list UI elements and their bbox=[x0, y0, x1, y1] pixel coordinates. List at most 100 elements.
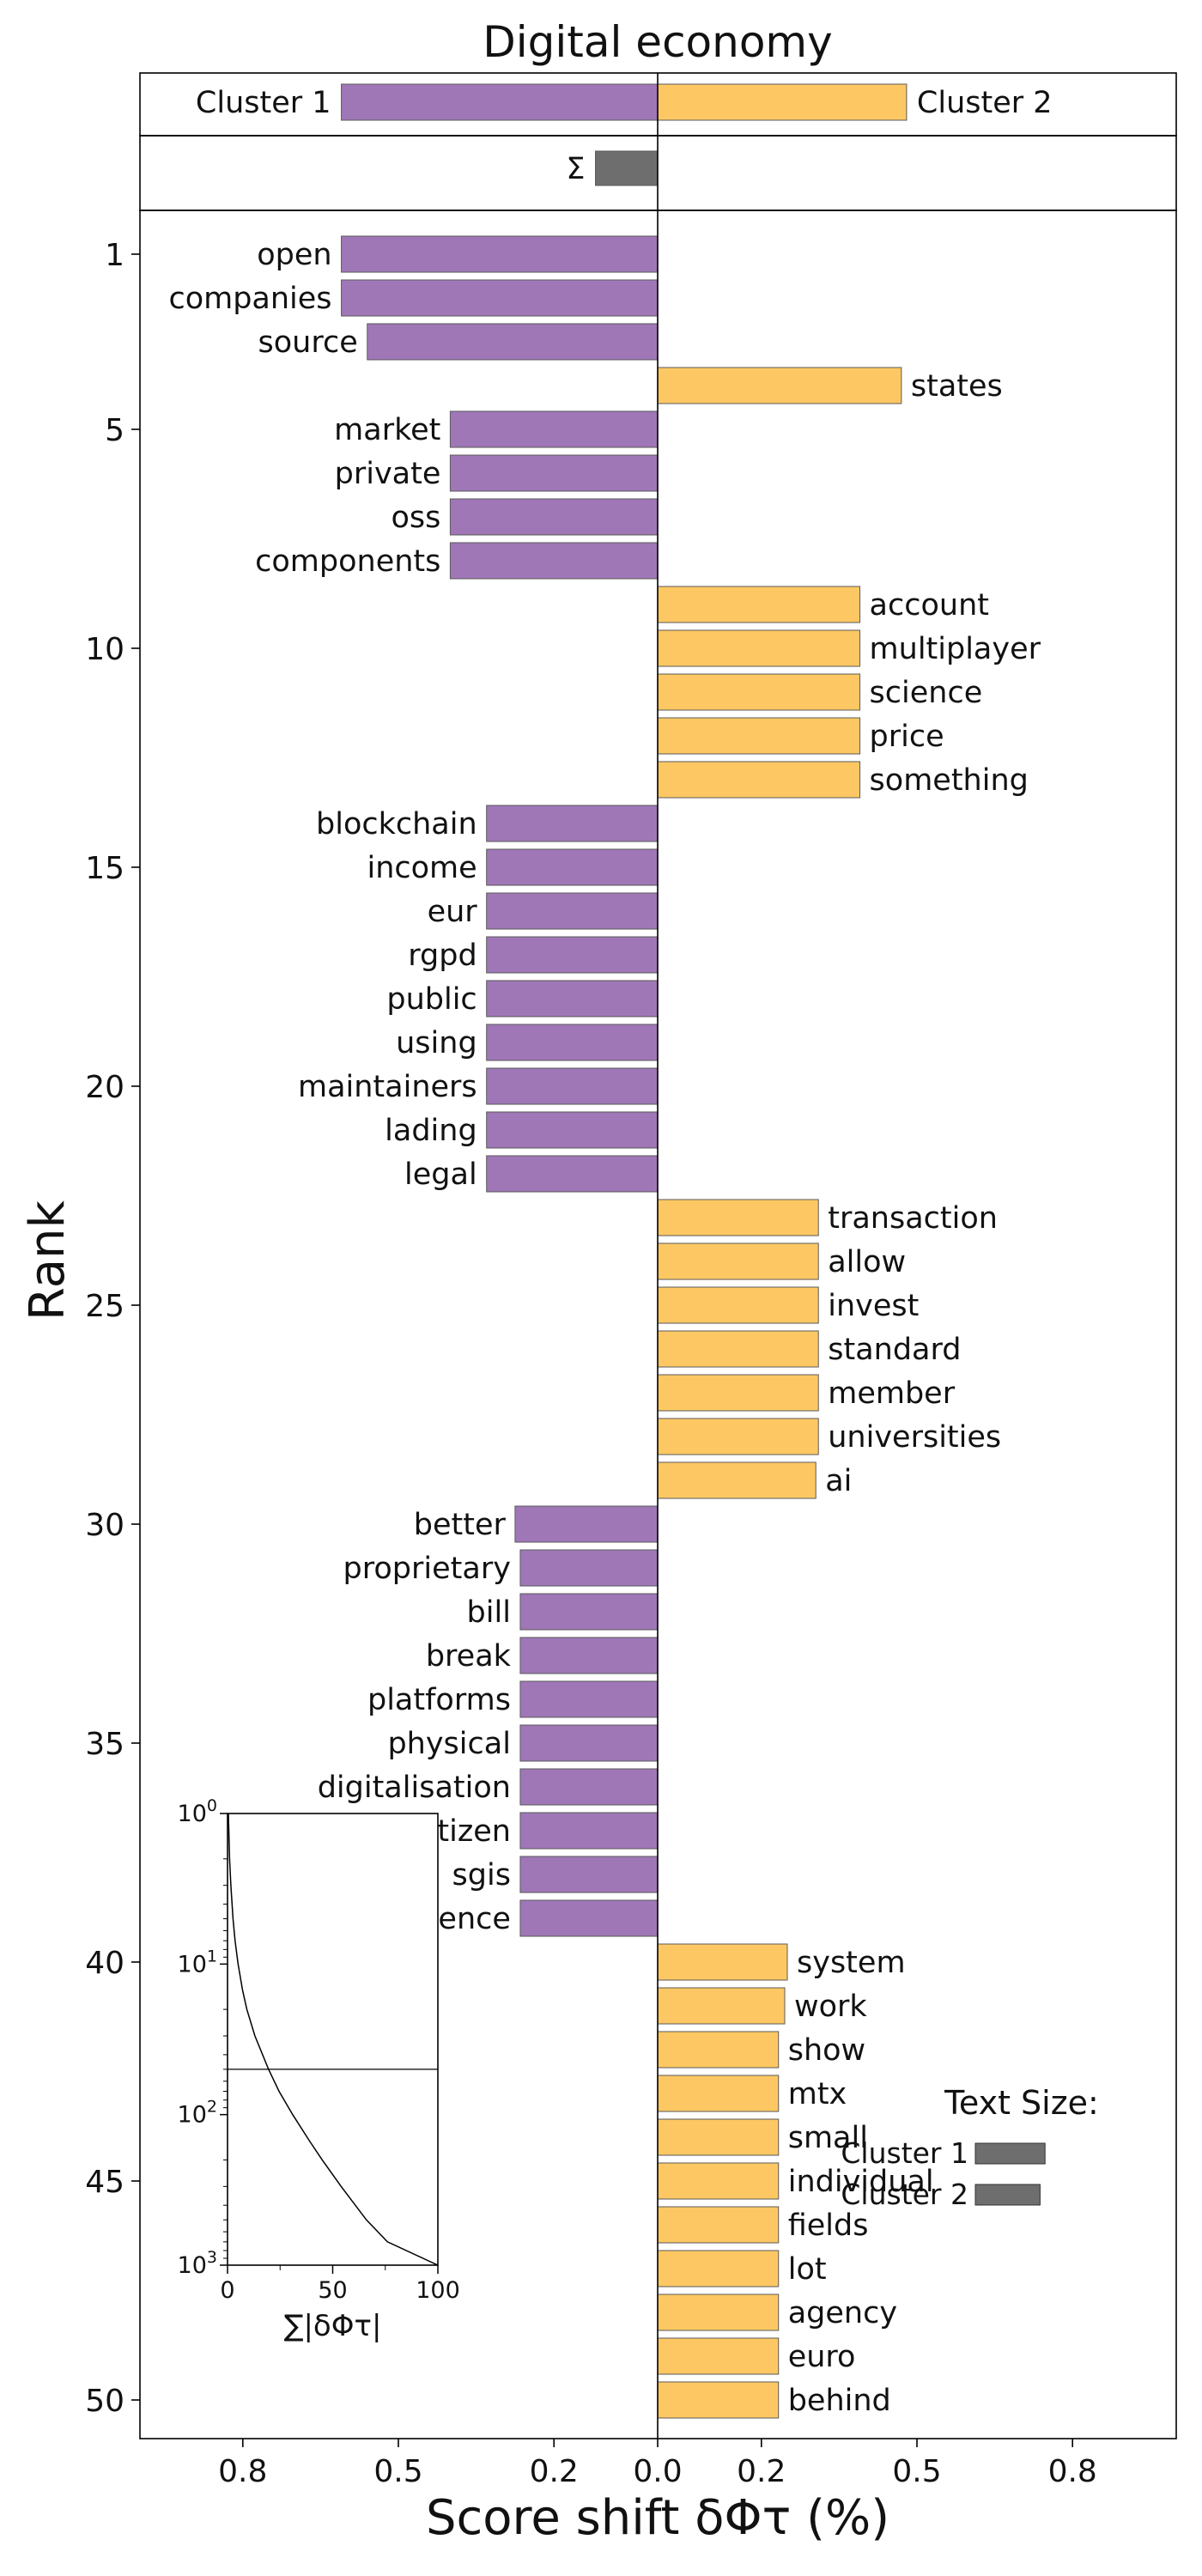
y-tick-label-2: 10 bbox=[85, 632, 124, 667]
sum-label: Σ bbox=[566, 152, 585, 186]
word-label-24: allow bbox=[828, 1245, 906, 1279]
y-axis-label: Rank bbox=[20, 1200, 76, 1320]
word-bar-14 bbox=[486, 805, 659, 842]
word-bar-12 bbox=[657, 717, 861, 755]
word-bar-24 bbox=[657, 1242, 819, 1280]
word-label-19: using bbox=[396, 1026, 477, 1060]
word-label-4: states bbox=[911, 369, 1003, 404]
y-tick-label-4: 20 bbox=[85, 1070, 124, 1105]
inset-x-tick-label-2: 100 bbox=[416, 2277, 460, 2304]
word-label-14: blockchain bbox=[316, 807, 477, 841]
word-bar-39 bbox=[519, 1899, 659, 1937]
word-label-10: multiplayer bbox=[870, 632, 1041, 666]
inset-y-tick-label-2: 102 bbox=[178, 2098, 217, 2129]
x-tick-label-4: 0.2 bbox=[737, 2454, 786, 2489]
word-bar-35 bbox=[519, 1724, 659, 1762]
word-label-34: platforms bbox=[367, 1683, 511, 1717]
legend-entry-bar-2 bbox=[974, 2184, 1041, 2206]
word-bar-34 bbox=[519, 1680, 659, 1718]
word-label-11: science bbox=[870, 676, 983, 710]
word-bar-26 bbox=[657, 1330, 819, 1368]
word-bar-1 bbox=[341, 235, 659, 273]
word-bar-6 bbox=[449, 454, 659, 492]
word-label-40: system bbox=[797, 1946, 906, 1980]
word-label-15: income bbox=[367, 851, 477, 885]
total-label-2: Cluster 2 bbox=[917, 86, 1053, 120]
word-bar-28 bbox=[657, 1418, 819, 1455]
word-label-9: account bbox=[870, 588, 989, 623]
word-bar-16 bbox=[486, 892, 659, 930]
word-label-23: transaction bbox=[828, 1201, 998, 1236]
word-bar-20 bbox=[486, 1067, 659, 1105]
word-label-41: work bbox=[794, 1990, 867, 2024]
word-bar-21 bbox=[486, 1111, 659, 1149]
x-tick-label-5: 0.5 bbox=[892, 2454, 941, 2489]
word-label-6: private bbox=[335, 457, 441, 491]
word-bar-9 bbox=[657, 586, 861, 623]
word-bar-46 bbox=[657, 2206, 780, 2244]
legend-title: Text Size: bbox=[944, 2084, 1099, 2122]
x-tick-label-2: 0.2 bbox=[530, 2454, 579, 2489]
inset-y-tick-label-1: 101 bbox=[178, 1947, 217, 1978]
word-bar-36 bbox=[519, 1768, 659, 1806]
x-axis-label: Score shift δΦτ (%) bbox=[426, 2490, 889, 2546]
inset-y-tick-label-3: 103 bbox=[178, 2248, 217, 2279]
y-tick-label-3: 15 bbox=[85, 851, 124, 886]
word-label-13: something bbox=[870, 763, 1029, 798]
word-label-17: rgpd bbox=[408, 939, 477, 973]
word-label-48: agency bbox=[788, 2296, 897, 2330]
inset-x-tick-label-0: 0 bbox=[220, 2277, 234, 2304]
y-tick-label-6: 30 bbox=[85, 1508, 124, 1543]
word-label-3: source bbox=[258, 325, 358, 360]
y-tick-label-5: 25 bbox=[85, 1289, 124, 1324]
word-label-50: behind bbox=[788, 2384, 891, 2418]
word-label-18: public bbox=[386, 982, 477, 1017]
word-bar-42 bbox=[657, 2031, 780, 2069]
word-label-45: individual bbox=[788, 2165, 934, 2199]
word-label-21: lading bbox=[385, 1114, 477, 1148]
inset-x-label: ∑|δΦτ| bbox=[284, 2309, 382, 2343]
y-tick-label-8: 40 bbox=[85, 1946, 124, 1981]
word-label-35: physical bbox=[387, 1727, 511, 1761]
word-bar-50 bbox=[657, 2381, 780, 2419]
word-bar-49 bbox=[657, 2337, 780, 2375]
word-bar-17 bbox=[486, 936, 659, 974]
sum-bar bbox=[595, 150, 659, 186]
inset-y-tick-label-0: 100 bbox=[178, 1796, 217, 1827]
word-bar-44 bbox=[657, 2118, 780, 2156]
word-bar-3 bbox=[367, 323, 659, 361]
word-bar-38 bbox=[519, 1856, 659, 1893]
word-label-22: legal bbox=[404, 1157, 477, 1192]
word-bar-48 bbox=[657, 2293, 780, 2331]
word-bar-43 bbox=[657, 2075, 780, 2112]
word-label-20: maintainers bbox=[298, 1070, 477, 1104]
x-tick-label-0: 0.8 bbox=[218, 2454, 267, 2489]
word-label-44: small bbox=[788, 2121, 868, 2155]
word-bar-11 bbox=[657, 673, 861, 711]
word-bar-29 bbox=[657, 1461, 817, 1499]
word-bar-40 bbox=[657, 1943, 788, 1981]
y-tick-label-10: 50 bbox=[85, 2384, 124, 2419]
total-bar-1 bbox=[341, 83, 659, 121]
chart-title: Digital economy bbox=[483, 17, 832, 67]
word-bar-25 bbox=[657, 1286, 819, 1324]
word-bar-15 bbox=[486, 848, 659, 886]
word-bar-27 bbox=[657, 1374, 819, 1412]
word-bar-37 bbox=[519, 1812, 659, 1850]
total-label-1: Cluster 1 bbox=[196, 86, 331, 120]
word-bar-45 bbox=[657, 2162, 780, 2200]
word-label-1: open bbox=[257, 238, 331, 272]
word-label-49: euro bbox=[788, 2340, 856, 2374]
word-bar-10 bbox=[657, 629, 861, 667]
axis-ticks: 0.8 0.5 0.2 0.0 0.2 0.5 0.81510152025303540455… bbox=[85, 238, 1097, 2489]
word-label-47: lot bbox=[788, 2252, 827, 2287]
word-bar-32 bbox=[519, 1593, 659, 1631]
word-bar-8 bbox=[449, 542, 659, 580]
word-label-28: universities bbox=[828, 1420, 1001, 1455]
legend-entry-bar-1 bbox=[974, 2142, 1046, 2165]
word-label-36: digitalisation bbox=[318, 1771, 511, 1805]
word-bar-33 bbox=[519, 1637, 659, 1674]
word-bar-30 bbox=[514, 1505, 659, 1543]
inset-x-tick-label-1: 50 bbox=[318, 2277, 347, 2304]
